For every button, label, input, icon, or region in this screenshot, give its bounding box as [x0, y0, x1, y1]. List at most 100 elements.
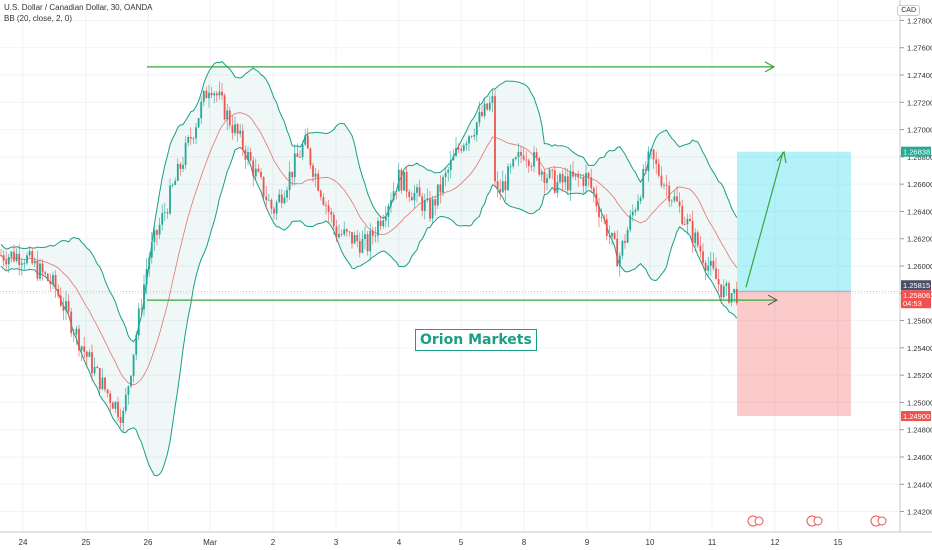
candle-body	[234, 124, 236, 133]
candle-body	[239, 130, 242, 134]
candle-body	[358, 241, 361, 253]
candle-body	[85, 351, 88, 357]
candle-body	[392, 191, 395, 201]
candle-body	[59, 295, 62, 306]
candle-body	[241, 130, 244, 150]
candle-body	[634, 210, 637, 212]
candle-body	[655, 159, 658, 164]
candle-body	[187, 136, 190, 143]
candle-body	[353, 235, 356, 244]
candle-body	[57, 288, 60, 296]
x-tick-label: 26	[144, 538, 153, 547]
candle-body	[78, 328, 80, 351]
candle-body	[254, 168, 257, 177]
candle-body	[592, 188, 595, 194]
candle-body	[611, 232, 613, 237]
candle-body	[660, 175, 663, 186]
candle-body	[403, 171, 405, 191]
candle-body	[226, 110, 229, 120]
candle-body	[7, 257, 10, 265]
economic-event-icon[interactable]	[877, 516, 887, 526]
candle-body	[481, 111, 483, 116]
candle-body	[49, 280, 52, 285]
support-arrowhead	[767, 294, 779, 306]
candle-body	[652, 149, 655, 160]
candle-body	[501, 181, 504, 193]
y-tick-label: 1.25000	[907, 398, 932, 407]
candle-body	[124, 394, 127, 411]
candle-body	[408, 191, 411, 197]
candle-body	[663, 184, 665, 186]
target-zone	[737, 151, 851, 292]
candle-body	[351, 232, 353, 244]
indicator-legend[interactable]: BB (20, close, 2, 0)	[4, 14, 73, 23]
y-tick-label: 1.27400	[907, 71, 932, 80]
candle-body	[109, 393, 112, 403]
candle-body	[361, 238, 364, 253]
candle-body	[689, 218, 691, 221]
candle-body	[468, 136, 470, 144]
candle-body	[551, 169, 554, 171]
candle-body	[265, 196, 268, 201]
candle-body	[507, 166, 509, 191]
candle-body	[340, 234, 343, 235]
watermark-logo: Orion Markets	[415, 329, 537, 351]
candle-body	[153, 230, 156, 243]
candle-body	[104, 377, 106, 390]
candle-body	[390, 200, 392, 206]
candle-body	[247, 151, 249, 160]
price-tag-label: 1.24900	[903, 412, 930, 421]
x-tick-label: 10	[646, 538, 655, 547]
candle-body	[670, 200, 673, 202]
y-tick-label: 1.26000	[907, 262, 932, 271]
candle-body	[215, 93, 218, 96]
candle-body	[283, 197, 286, 204]
price-tag	[901, 146, 931, 157]
candle-body	[694, 232, 697, 244]
x-tick-label: 9	[585, 538, 590, 547]
candle-body	[704, 262, 707, 271]
candle-body	[569, 171, 572, 191]
currency-button[interactable]: CAD	[897, 5, 920, 16]
projection-arrowhead	[776, 150, 787, 164]
candle-body	[475, 122, 478, 135]
candle-body	[319, 190, 322, 197]
candle-body	[314, 173, 317, 177]
candle-body	[244, 149, 247, 160]
y-tick-label: 1.25600	[907, 317, 932, 326]
y-tick-label: 1.26600	[907, 180, 932, 189]
candle-body	[166, 212, 169, 214]
candle-body	[637, 201, 639, 211]
candle-body	[496, 181, 499, 190]
candle-body	[41, 263, 44, 273]
economic-event-icon[interactable]	[813, 516, 823, 526]
candle-body	[304, 135, 307, 145]
candle-body	[348, 231, 351, 233]
candle-body	[18, 253, 21, 265]
candle-body	[561, 173, 564, 183]
candle-body	[293, 153, 296, 178]
candle-body	[491, 96, 494, 103]
candle-body	[148, 257, 151, 269]
candle-body	[325, 204, 327, 206]
candle-body	[213, 93, 216, 96]
candle-body	[668, 185, 671, 202]
candle-body	[111, 402, 114, 409]
candle-body	[306, 135, 309, 149]
candle-body	[317, 173, 320, 191]
candle-body	[122, 410, 125, 423]
candle-body	[0, 255, 2, 256]
candle-body	[647, 151, 650, 172]
candle-body	[722, 286, 725, 298]
candle-body	[548, 169, 551, 179]
economic-event-icon[interactable]	[754, 516, 764, 526]
candle-body	[301, 144, 304, 158]
candle-body	[574, 174, 577, 177]
candle-body	[332, 214, 335, 227]
candle-body	[405, 171, 408, 192]
candle-body	[712, 260, 715, 269]
candle-body	[546, 178, 548, 183]
candle-body	[288, 171, 291, 191]
